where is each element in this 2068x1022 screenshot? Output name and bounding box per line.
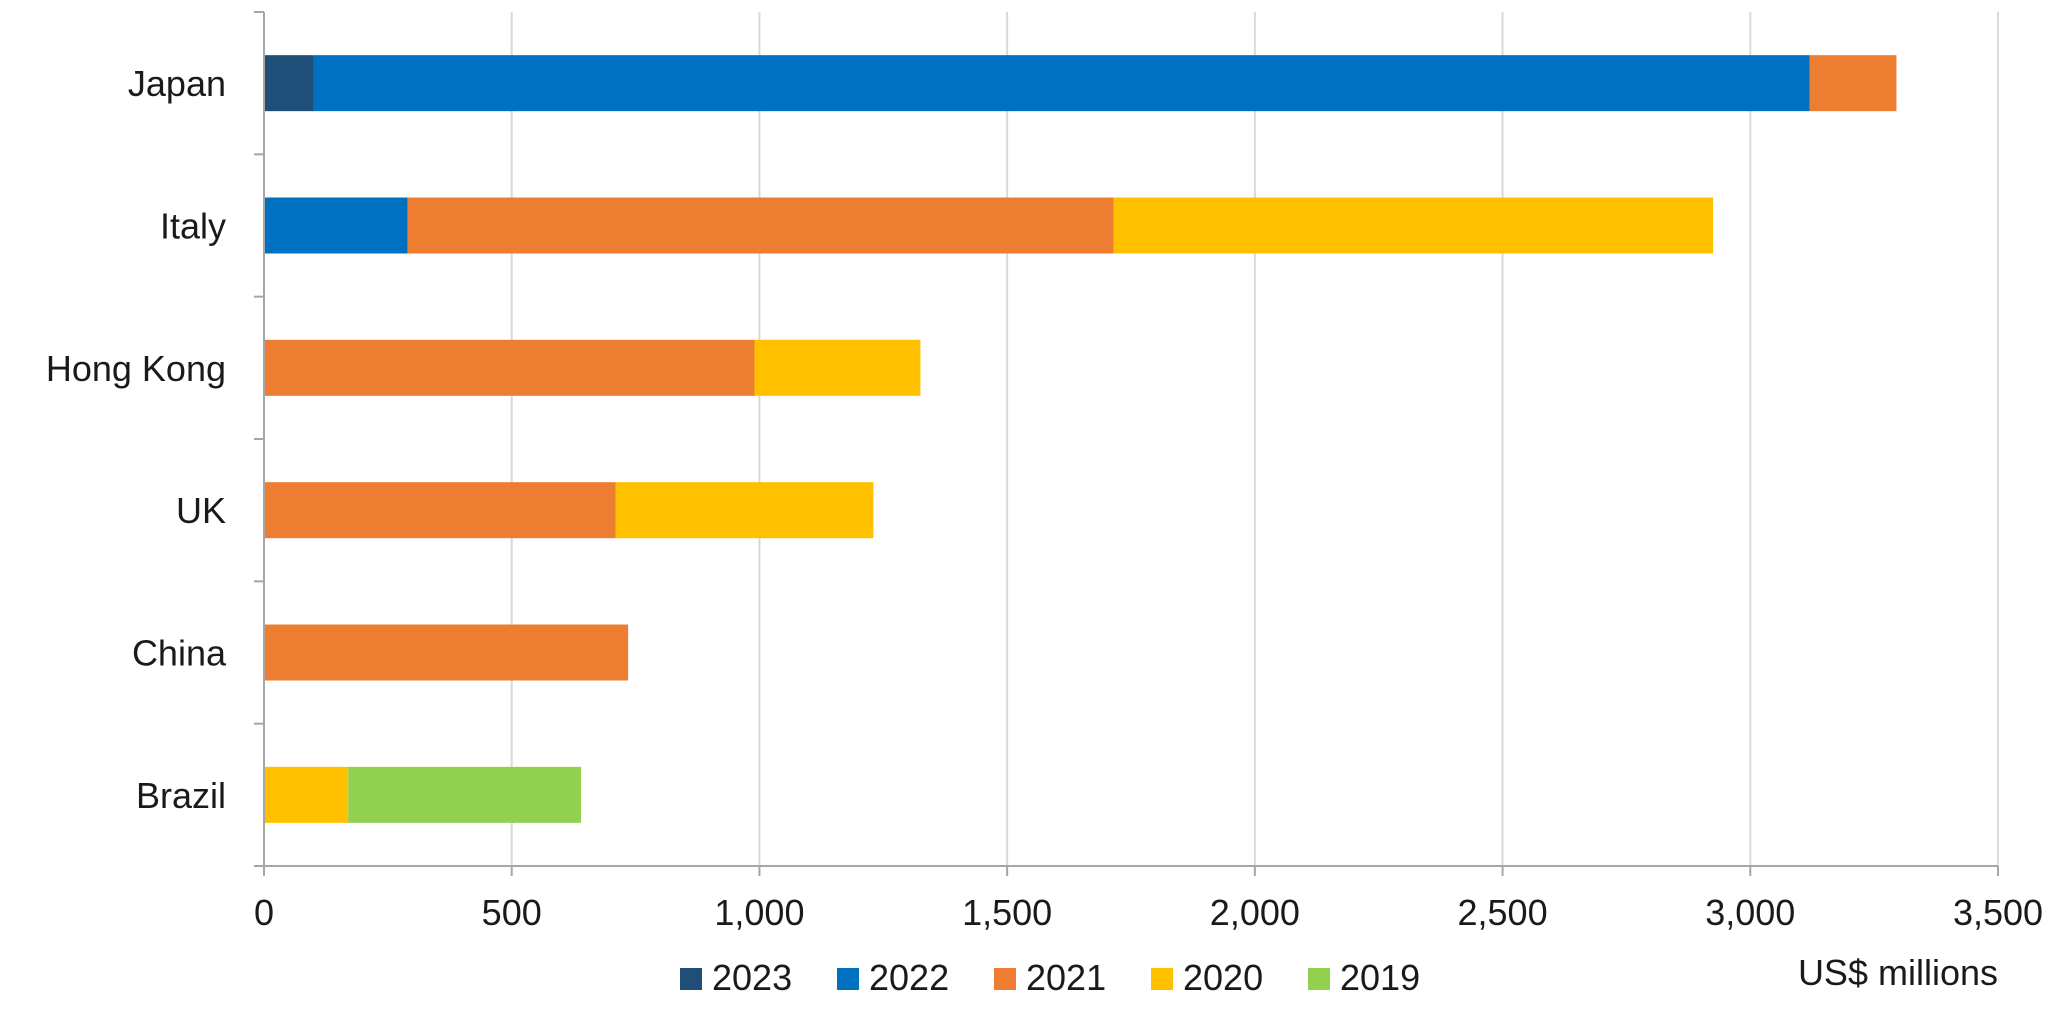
y-category-label: Italy: [160, 206, 226, 247]
y-category-label: Japan: [128, 63, 226, 104]
bar-segment-2022-japan: [313, 55, 1810, 112]
legend-label: 2021: [1026, 957, 1106, 998]
y-category-label: UK: [176, 490, 226, 531]
bar-segment-2023-japan: [264, 55, 314, 112]
x-tick-label: 3,500: [1953, 892, 2043, 933]
bar-segment-2019-brazil: [348, 766, 582, 823]
bar-segment-2020-hong-kong: [754, 339, 921, 396]
bar-segment-2021-hong-kong: [264, 339, 755, 396]
bar-segment-2020-uk: [615, 482, 874, 539]
legend-swatch: [1151, 968, 1173, 990]
x-tick-label: 0: [254, 892, 274, 933]
x-tick-label: 1,500: [962, 892, 1052, 933]
legend-label: 2019: [1340, 957, 1420, 998]
bars: [264, 55, 1897, 823]
bar-segment-2021-japan: [1809, 55, 1897, 112]
bar-segment-2021-uk: [264, 482, 616, 539]
gridlines: [510, 12, 1999, 866]
legend-label: 2022: [869, 957, 949, 998]
legend: 2023 2022 2021 2020 2019: [680, 957, 1420, 998]
bar-segment-2020-italy: [1113, 197, 1714, 254]
bar-segment-2021-china: [264, 624, 629, 681]
y-category-label: Brazil: [136, 775, 226, 816]
axes: [254, 11, 1999, 876]
bar-segment-2020-brazil: [264, 766, 349, 823]
legend-swatch: [837, 968, 859, 990]
x-axis-title: US$ millions: [1798, 952, 1998, 993]
axis-labels: 0 500 1,000 1,500 2,000 2,500 3,000 3,500 Japan I…: [46, 63, 2043, 993]
x-tick-label: 500: [482, 892, 542, 933]
x-tick-label: 2,000: [1210, 892, 1300, 933]
legend-label: 2020: [1183, 957, 1263, 998]
x-tick-label: 2,500: [1458, 892, 1548, 933]
legend-label: 2023: [712, 957, 792, 998]
legend-swatch: [1308, 968, 1330, 990]
legend-swatch: [994, 968, 1016, 990]
legend-swatch: [680, 968, 702, 990]
x-tick-label: 3,000: [1705, 892, 1795, 933]
y-category-label: China: [132, 633, 227, 674]
bar-segment-2021-italy: [407, 197, 1114, 254]
bar-segment-2022-italy: [264, 197, 408, 254]
y-category-label: Hong Kong: [46, 348, 226, 389]
x-tick-label: 1,000: [714, 892, 804, 933]
